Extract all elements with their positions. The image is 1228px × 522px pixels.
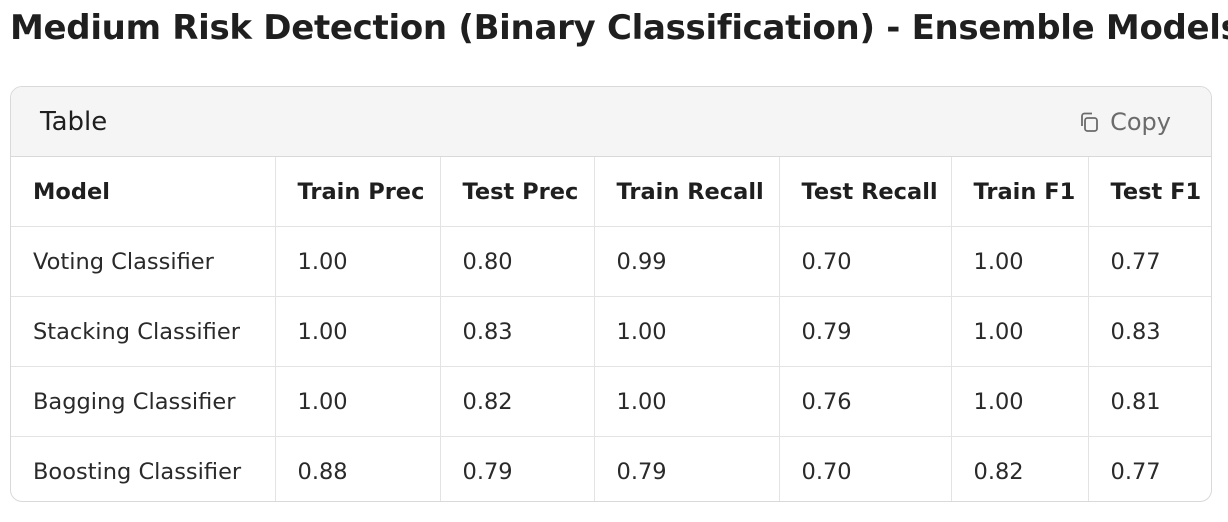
table-cell-test-f1: 0.81: [1088, 366, 1211, 437]
table-cell-test-prec: 0.80: [440, 226, 595, 297]
table-cell-train-recall: 0.79: [594, 436, 780, 501]
column-header-model: Model: [11, 157, 276, 227]
column-header-train-f1: Train F1: [951, 157, 1089, 227]
copy-button-label: Copy: [1110, 107, 1171, 136]
table-cell-test-recall: 0.70: [779, 226, 952, 297]
table-cell-test-recall: 0.79: [779, 296, 952, 367]
column-header-train-recall: Train Recall: [594, 157, 780, 227]
table-cell-train-recall: 1.00: [594, 296, 780, 367]
table-cell-train-prec: 1.00: [275, 296, 441, 367]
table-card-header: Table Copy: [11, 87, 1211, 157]
copy-button[interactable]: Copy: [1078, 108, 1171, 136]
table-row: Stacking Classifier 1.00 0.83 1.00 0.79 …: [11, 296, 1211, 367]
table-cell-test-prec: 0.79: [440, 436, 595, 501]
page-title: Medium Risk Detection (Binary Classifica…: [10, 8, 1228, 48]
table-cell-test-prec: 0.83: [440, 296, 595, 367]
table-cell-train-prec: 1.00: [275, 226, 441, 297]
table-cell-model: Voting Classifier: [11, 226, 276, 297]
table-row: Bagging Classifier 1.00 0.82 1.00 0.76 1…: [11, 366, 1211, 437]
table-card: Table Copy Model Train Prec: [10, 86, 1212, 502]
table-row: Boosting Classifier 0.88 0.79 0.79 0.70 …: [11, 436, 1211, 501]
table-row: Voting Classifier 1.00 0.80 0.99 0.70 1.…: [11, 226, 1211, 297]
copy-icon: [1078, 111, 1100, 133]
column-header-test-prec: Test Prec: [440, 157, 595, 227]
table-cell-train-recall: 1.00: [594, 366, 780, 437]
table-cell-train-prec: 1.00: [275, 366, 441, 437]
table-cell-model: Stacking Classifier: [11, 296, 276, 367]
results-table: Model Train Prec Test Prec Train Recall …: [11, 157, 1211, 501]
table-cell-test-f1: 0.83: [1088, 296, 1211, 367]
table-cell-test-recall: 0.76: [779, 366, 952, 437]
table-cell-train-recall: 0.99: [594, 226, 780, 297]
table-cell-model: Boosting Classifier: [11, 436, 276, 501]
table-cell-test-recall: 0.70: [779, 436, 952, 501]
table-card-title: Table: [40, 106, 108, 137]
column-header-train-prec: Train Prec: [275, 157, 441, 227]
table-cell-train-f1: 1.00: [951, 296, 1089, 367]
table-header-row: Model Train Prec Test Prec Train Recall …: [11, 157, 1211, 227]
table-cell-test-prec: 0.82: [440, 366, 595, 437]
table-cell-train-f1: 1.00: [951, 366, 1089, 437]
table-cell-test-f1: 0.77: [1088, 226, 1211, 297]
column-header-test-f1: Test F1: [1088, 157, 1211, 227]
column-header-test-recall: Test Recall: [779, 157, 952, 227]
table-cell-train-f1: 1.00: [951, 226, 1089, 297]
table-cell-train-f1: 0.82: [951, 436, 1089, 501]
table-cell-train-prec: 0.88: [275, 436, 441, 501]
table-cell-test-f1: 0.77: [1110, 458, 1161, 485]
table-cell-model: Bagging Classifier: [11, 366, 276, 437]
